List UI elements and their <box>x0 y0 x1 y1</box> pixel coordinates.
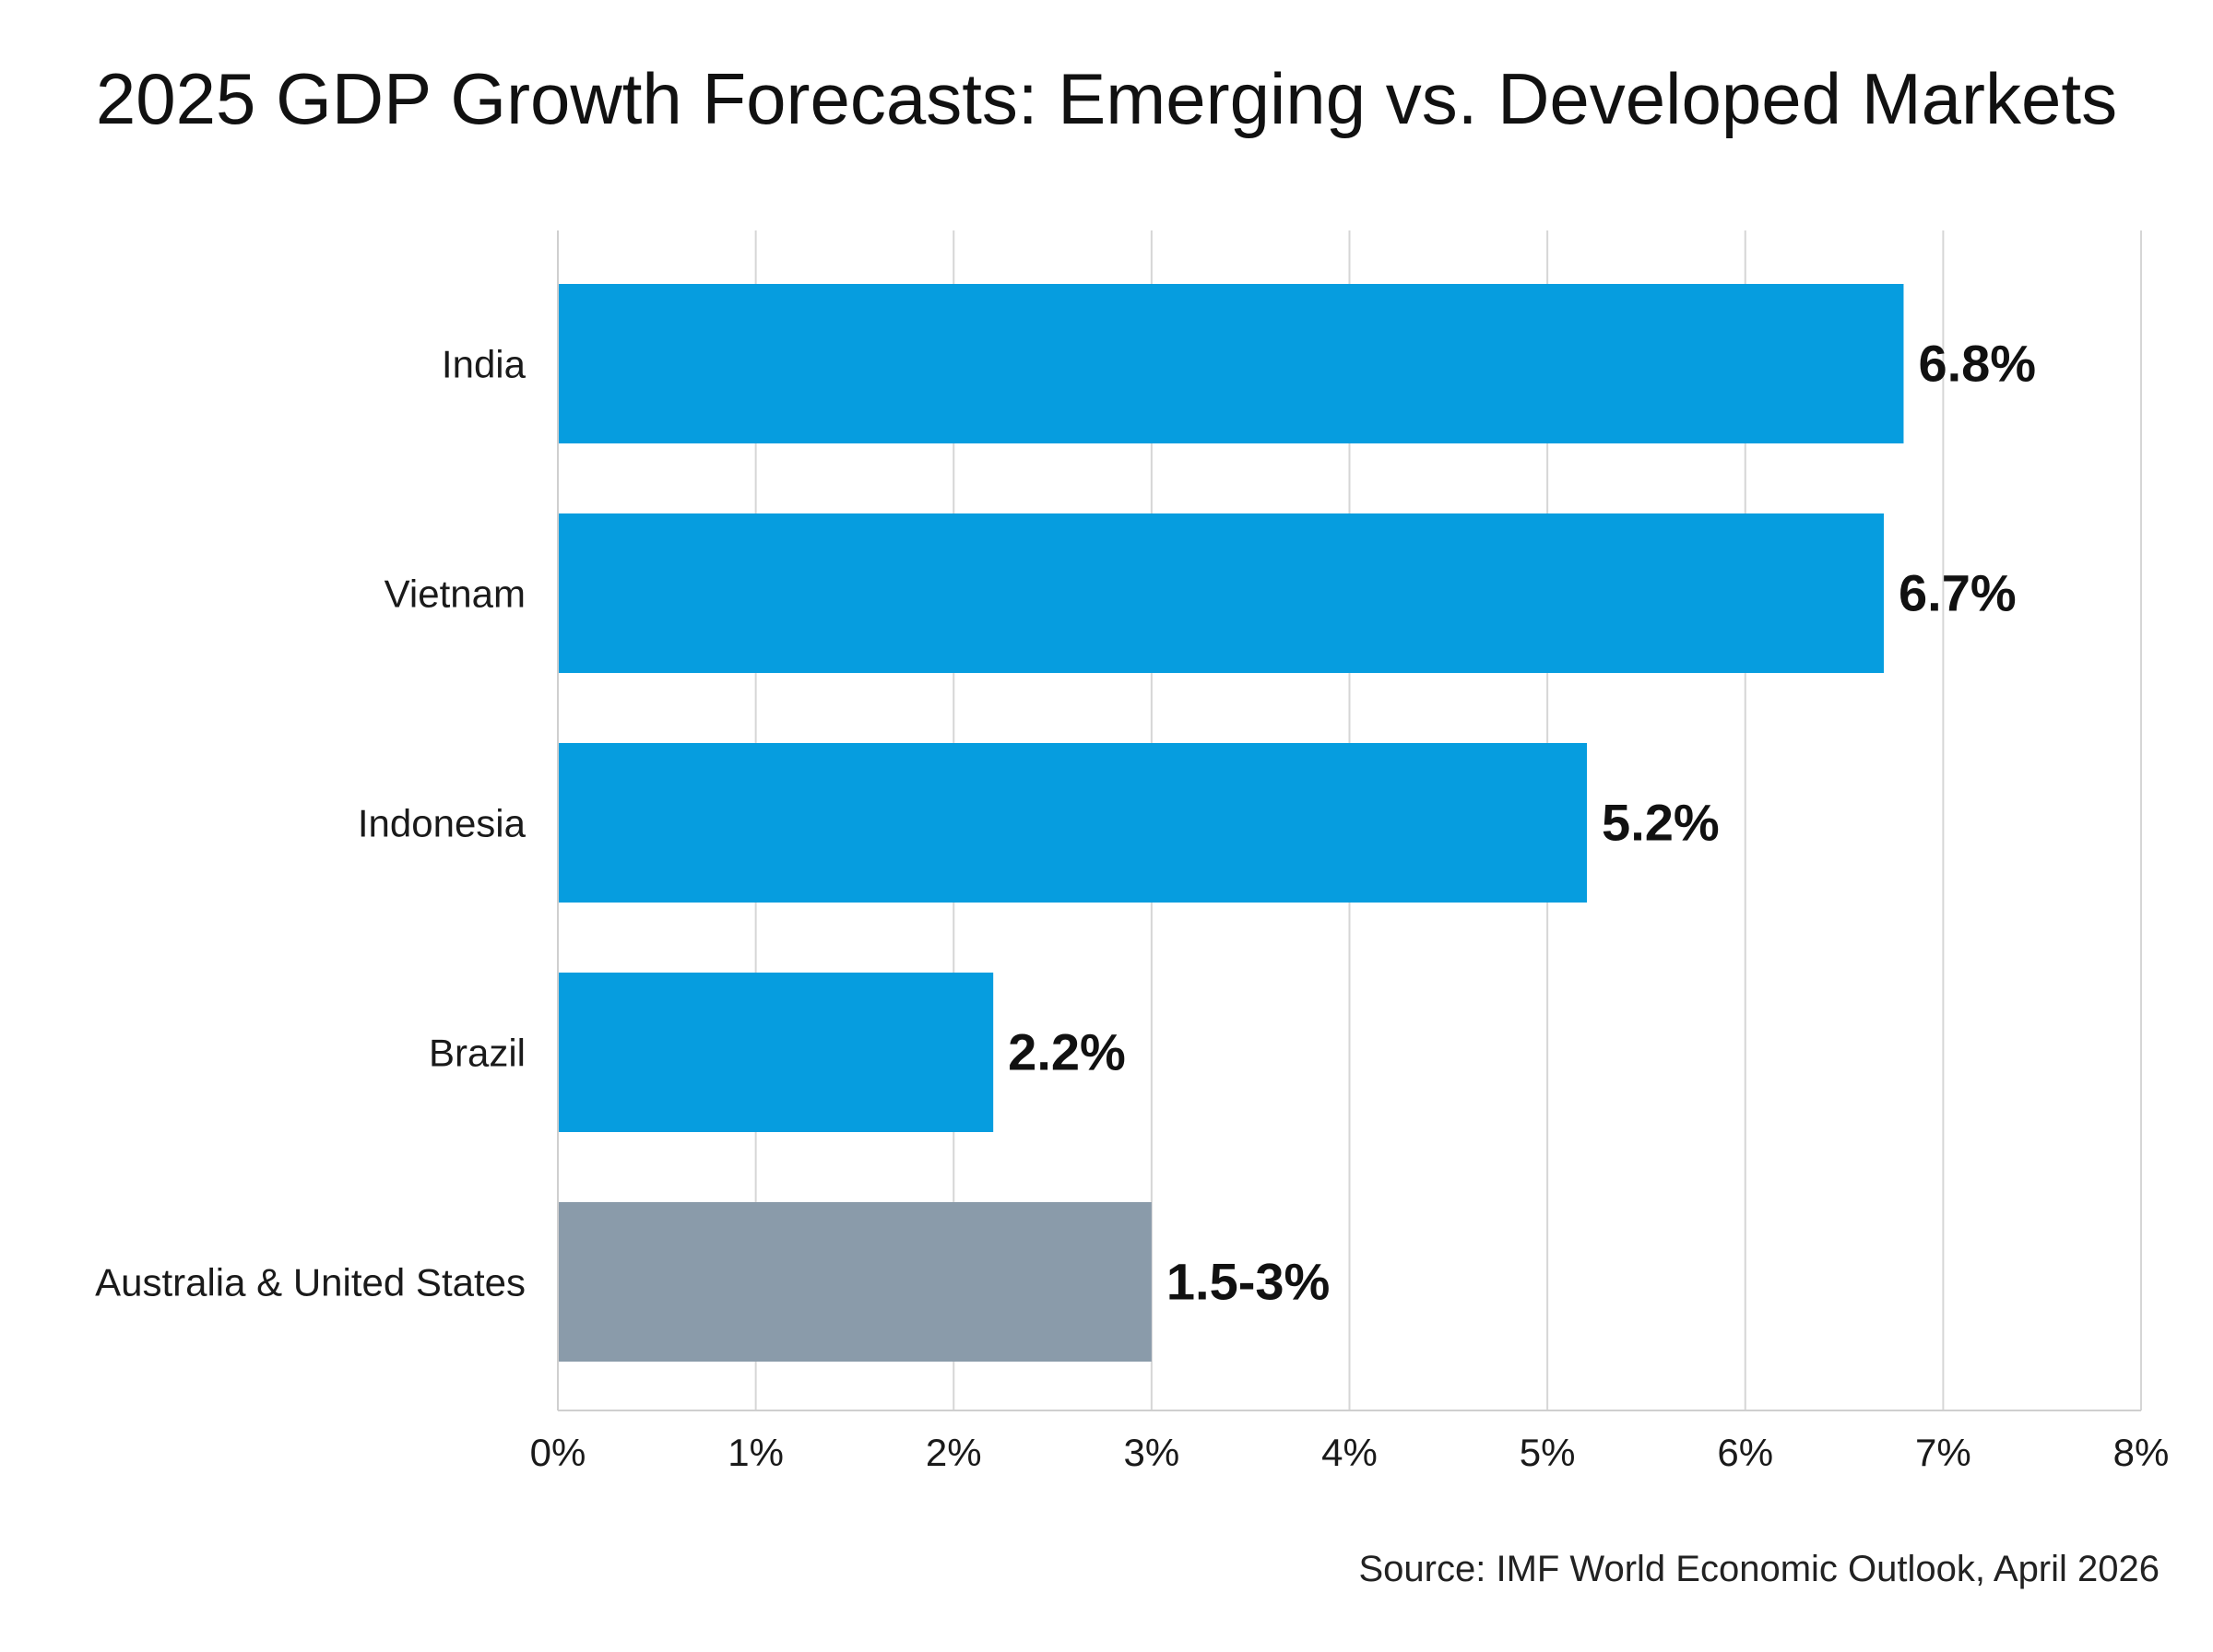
category-label: India <box>442 343 527 386</box>
x-tick-label: 4% <box>1321 1431 1378 1474</box>
category-label: Australia & United States <box>95 1261 526 1304</box>
x-tick-label: 2% <box>926 1431 982 1474</box>
x-tick-label: 3% <box>1124 1431 1180 1474</box>
axes <box>557 230 2141 1411</box>
bar <box>558 1202 1152 1362</box>
data-label: 6.8% <box>1918 335 2036 393</box>
data-label: 6.7% <box>1899 564 2017 622</box>
labels: 0% 1% 2% 3% 4% 5% 6% 7% 8% India 6.8% Vietnam 6.7% In… <box>95 335 2169 1475</box>
category-label: Brazil <box>429 1032 526 1075</box>
data-label: 5.2% <box>1602 794 1720 852</box>
x-tick-label: 6% <box>1717 1431 1773 1474</box>
bar <box>558 513 1884 673</box>
x-tick-label: 0% <box>530 1431 586 1474</box>
bar <box>558 743 1588 903</box>
bar <box>558 284 1904 443</box>
x-tick-label: 8% <box>2113 1431 2170 1474</box>
x-tick-label: 7% <box>1915 1431 1971 1474</box>
bar <box>558 973 994 1132</box>
x-tick-label: 1% <box>728 1431 784 1474</box>
category-label: Vietnam <box>385 572 526 616</box>
data-label: 1.5-3% <box>1166 1253 1330 1311</box>
bars <box>558 284 1904 1362</box>
data-label: 2.2% <box>1008 1023 1126 1081</box>
x-tick-label: 5% <box>1520 1431 1576 1474</box>
category-label: Indonesia <box>358 802 527 845</box>
source-note: Source: IMF World Economic Outlook, Apri… <box>1358 1549 2160 1589</box>
chart-title: 2025 GDP Growth Forecasts: Emerging vs. … <box>95 58 2118 139</box>
